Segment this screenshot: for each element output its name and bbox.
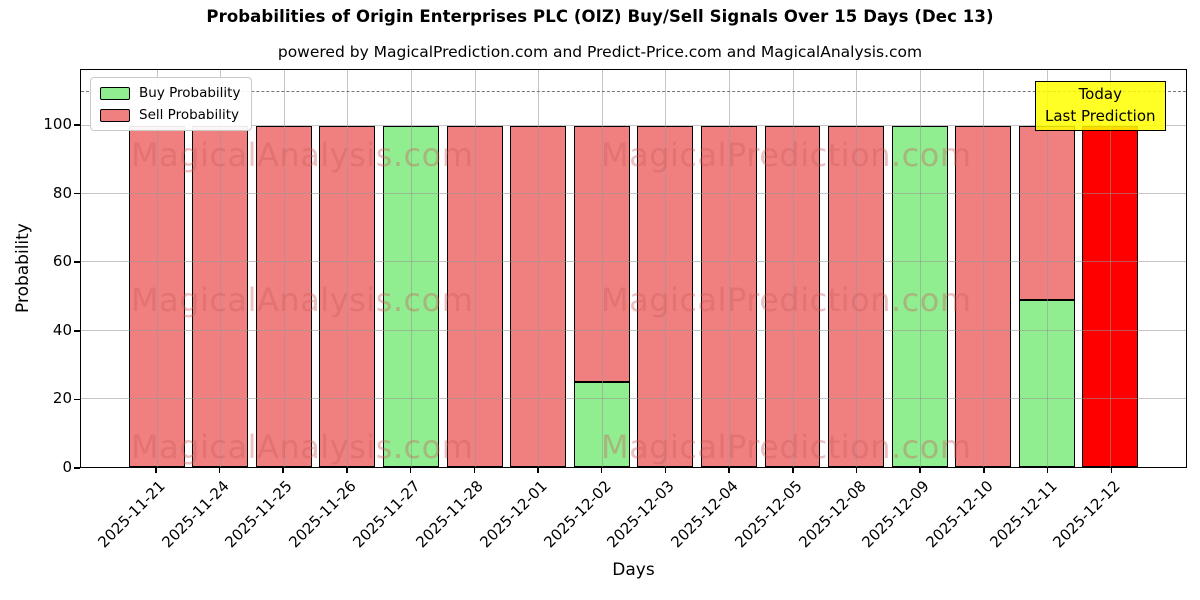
- bar-2025-12-08: [828, 125, 885, 467]
- y-tick-label-100: 100: [43, 115, 72, 133]
- x-tick-mark-2025-12-11: [1046, 468, 1049, 473]
- y-tick-label-0: 0: [62, 458, 72, 476]
- sell-segment-2025-11-21: [128, 125, 185, 467]
- v-gridline-2025-12-03: [665, 70, 667, 467]
- sell-swatch-icon: [100, 108, 130, 122]
- x-tick-mark-2025-12-05: [792, 468, 794, 473]
- bar-2025-12-11: [1018, 125, 1075, 467]
- x-tick-mark-2025-11-21: [155, 468, 157, 473]
- buy-segment-2025-12-11: [1018, 299, 1075, 467]
- legend-item-buy: Buy Probability: [100, 85, 240, 101]
- h-gridline-40: [81, 329, 1186, 331]
- x-tick-mark-2025-12-10: [983, 468, 985, 473]
- bar-2025-11-27: [383, 125, 439, 467]
- v-gridline-2025-11-21: [156, 70, 158, 467]
- sell-segment-2025-12-02: [573, 125, 630, 382]
- v-gridline-2025-11-28: [474, 70, 476, 467]
- x-tick-mark-2025-12-02: [600, 468, 603, 473]
- legend-label-sell: Sell Probability: [139, 107, 240, 123]
- v-gridline-2025-12-01: [538, 70, 540, 467]
- bar-2025-12-09: [891, 125, 948, 467]
- v-gridline-2025-11-25: [283, 70, 285, 467]
- watermark-left-row1: MagicalAnalysis.com: [131, 136, 474, 174]
- sell-segment-2025-12-01: [510, 125, 567, 467]
- legend: Buy Probability Sell Probability: [90, 77, 253, 131]
- bar-2025-11-21: [128, 125, 185, 467]
- h-gridline-60: [81, 261, 1186, 263]
- sell-segment-2025-12-04: [700, 125, 757, 467]
- legend-item-sell: Sell Probability: [100, 107, 240, 123]
- chart-subtitle: powered by MagicalPrediction.com and Pre…: [277, 43, 923, 61]
- v-gridline-2025-12-02: [601, 70, 603, 467]
- bar-2025-12-02: [573, 125, 630, 467]
- y-tick-mark-40: [73, 330, 80, 332]
- v-gridline-2025-12-09: [919, 70, 921, 467]
- x-tick-mark-2025-11-25: [282, 468, 284, 473]
- y-tick-label-40: 40: [52, 320, 72, 339]
- sell-segment-2025-12-08: [828, 125, 885, 467]
- x-tick-mark-2025-12-04: [728, 468, 730, 473]
- y-tick-mark-20: [73, 398, 80, 401]
- x-tick-mark-2025-12-03: [664, 468, 667, 473]
- bar-2025-12-01: [510, 125, 567, 467]
- v-gridline-2025-12-04: [728, 70, 730, 467]
- buy-swatch-icon: [100, 86, 130, 100]
- bar-2025-11-26: [319, 125, 376, 467]
- bar-2025-11-28: [446, 125, 503, 467]
- dashed-threshold-line: [81, 90, 1186, 92]
- h-gridline-80: [81, 192, 1186, 194]
- today-annotation: Today Last Prediction: [1035, 81, 1166, 131]
- watermark-right-row3: MagicalPrediction.com: [601, 428, 972, 466]
- y-tick-mark-100: [73, 124, 80, 126]
- y-tick-label-60: 60: [52, 252, 72, 271]
- y-tick-label-20: 20: [52, 389, 72, 408]
- x-tick-mark-2025-12-01: [537, 468, 539, 473]
- today-annotation-line2: Last Prediction: [1045, 106, 1156, 125]
- chart-title: Probabilities of Origin Enterprises PLC …: [206, 7, 994, 26]
- plot-area: [80, 69, 1187, 468]
- y-tick-mark-60: [73, 261, 80, 263]
- x-tick-mark-2025-11-28: [473, 468, 476, 473]
- sell-segment-2025-11-25: [255, 125, 312, 467]
- x-tick-mark-2025-12-12: [1110, 468, 1113, 473]
- x-tick-mark-2025-11-26: [346, 468, 348, 473]
- h-gridline-20: [81, 397, 1186, 399]
- v-gridline-2025-12-08: [856, 70, 858, 467]
- buy-segment-2025-11-27: [383, 125, 439, 467]
- x-tick-mark-2025-12-09: [919, 468, 921, 473]
- v-gridline-2025-12-10: [983, 70, 985, 467]
- x-tick-mark-2025-12-08: [855, 468, 858, 473]
- watermark-right-row2: MagicalPrediction.com: [601, 281, 972, 319]
- watermark-left-row3: MagicalAnalysis.com: [131, 428, 474, 466]
- watermark-left-row2: MagicalAnalysis.com: [131, 281, 474, 319]
- today-annotation-line1: Today: [1078, 85, 1122, 103]
- y-tick-mark-80: [73, 192, 80, 195]
- v-gridline-2025-12-12: [1110, 70, 1112, 467]
- v-gridline-2025-12-05: [792, 70, 794, 467]
- v-gridline-2025-11-26: [347, 70, 349, 467]
- v-gridline-2025-12-11: [1046, 70, 1048, 467]
- sell-segment-2025-12-11: [1018, 125, 1075, 300]
- y-tick-label-80: 80: [52, 183, 72, 202]
- v-gridline-2025-11-24: [220, 70, 222, 467]
- x-tick-mark-2025-11-24: [218, 468, 221, 473]
- buy-segment-2025-12-02: [573, 381, 630, 467]
- legend-label-buy: Buy Probability: [139, 85, 241, 101]
- bar-2025-12-10: [955, 125, 1012, 467]
- bar-2025-11-25: [255, 125, 312, 467]
- buy-segment-2025-12-09: [891, 125, 948, 467]
- sell-segment-2025-11-28: [446, 125, 503, 467]
- sell-segment-2025-12-10: [955, 125, 1012, 467]
- x-axis-label: Days: [612, 560, 655, 580]
- watermark-right-row1: MagicalPrediction.com: [601, 136, 972, 174]
- x-tick-mark-2025-11-27: [409, 468, 412, 473]
- y-tick-mark-0: [73, 467, 80, 469]
- v-gridline-2025-11-27: [411, 70, 412, 467]
- h-gridline-100: [81, 124, 1186, 126]
- bar-2025-12-04: [700, 125, 757, 467]
- sell-segment-2025-11-26: [319, 125, 376, 467]
